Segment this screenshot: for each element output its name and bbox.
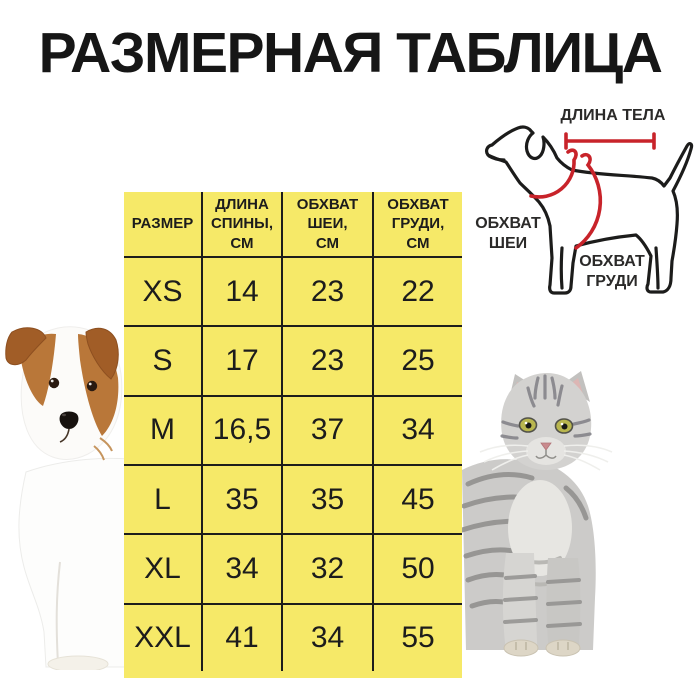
value-cell: 35 bbox=[281, 463, 374, 536]
value-cell: 34 bbox=[281, 602, 374, 671]
value-cell: 25 bbox=[372, 325, 462, 397]
col-header-back-length: ДЛИНА СПИНЫ, СМ bbox=[201, 192, 283, 258]
dog-left-ear bbox=[5, 327, 47, 366]
table-row: L 35 35 45 bbox=[124, 463, 462, 536]
size-cell: XL bbox=[124, 533, 203, 605]
dog-photo bbox=[5, 326, 150, 670]
neck-girth-label: ОБХВАТ ШЕИ bbox=[475, 215, 541, 252]
measurement-marks bbox=[529, 132, 656, 250]
value-cell: 22 bbox=[372, 255, 462, 328]
value-cell: 55 bbox=[372, 602, 462, 671]
value-cell: 37 bbox=[281, 394, 374, 466]
table-row: XS 14 23 22 bbox=[124, 255, 462, 328]
value-cell: 16,5 bbox=[201, 394, 283, 466]
size-table: РАЗМЕР ДЛИНА СПИНЫ, СМ ОБХВАТ ШЕИ, СМ ОБ… bbox=[124, 192, 462, 678]
col-header-neck-girth: ОБХВАТ ШЕИ, СМ bbox=[281, 192, 374, 258]
value-cell: 45 bbox=[372, 463, 462, 536]
value-cell: 34 bbox=[372, 394, 462, 466]
table-row: S 17 23 25 bbox=[124, 325, 462, 397]
table-header-row: РАЗМЕР ДЛИНА СПИНЫ, СМ ОБХВАТ ШЕИ, СМ ОБ… bbox=[124, 192, 462, 258]
table-row: M 16,5 37 34 bbox=[124, 394, 462, 466]
cat-left-leg bbox=[502, 553, 538, 652]
value-cell: 35 bbox=[201, 463, 283, 536]
neck-girth-arc bbox=[529, 148, 578, 199]
cat-eyes bbox=[518, 417, 574, 434]
body-length-line bbox=[564, 132, 656, 150]
cat-whiskers bbox=[479, 444, 613, 471]
cat-photo bbox=[459, 371, 613, 657]
page-title: РАЗМЕРНАЯ ТАБЛИЦА bbox=[38, 21, 663, 85]
dog-outline-drawing bbox=[485, 125, 694, 295]
chest-girth-arc bbox=[574, 152, 603, 250]
table-row: XL 34 32 50 bbox=[124, 533, 462, 605]
value-cell: 32 bbox=[281, 533, 374, 605]
chest-girth-label: ОБХВАТ ГРУДИ bbox=[579, 253, 645, 290]
size-cell: S bbox=[124, 325, 203, 397]
value-cell: 50 bbox=[372, 533, 462, 605]
dog-right-eye bbox=[86, 380, 98, 392]
size-cell: M bbox=[124, 394, 203, 466]
measurement-diagram: ДЛИНА ТЕЛА ОБХВАТ ШЕИ ОБХВАТ ГРУДИ bbox=[458, 98, 700, 312]
value-cell: 34 bbox=[201, 533, 283, 605]
cat-body bbox=[459, 459, 596, 657]
size-cell: L bbox=[124, 463, 203, 536]
value-cell: 23 bbox=[281, 325, 374, 397]
dog-left-eye bbox=[48, 377, 60, 389]
col-header-size: РАЗМЕР bbox=[124, 192, 203, 258]
value-cell: 17 bbox=[201, 325, 283, 397]
dog-right-ear bbox=[85, 327, 119, 380]
cat-head bbox=[479, 371, 613, 471]
value-cell: 23 bbox=[281, 255, 374, 328]
size-cell: XS bbox=[124, 255, 203, 328]
col-header-chest-girth: ОБХВАТ ГРУДИ, СМ bbox=[372, 192, 462, 258]
body-length-label: ДЛИНА ТЕЛА bbox=[560, 107, 666, 124]
value-cell: 14 bbox=[201, 255, 283, 328]
value-cell: 41 bbox=[201, 602, 283, 671]
size-cell: XXL bbox=[124, 602, 203, 671]
table-row: XXL 41 34 55 bbox=[124, 602, 462, 671]
dog-head bbox=[5, 326, 123, 461]
dog-body bbox=[18, 457, 150, 670]
cat-nose bbox=[540, 442, 552, 451]
